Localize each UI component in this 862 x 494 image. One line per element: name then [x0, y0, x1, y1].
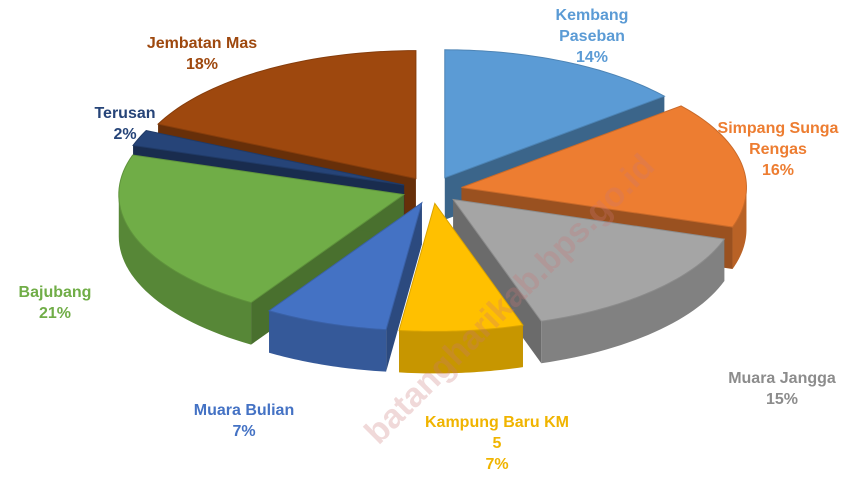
value-label: 7%: [485, 456, 509, 473]
category-label: Jembatan Mas: [146, 35, 258, 52]
category-label: Bajubang: [18, 284, 92, 301]
category-label: Simpang Sunga Rengas: [717, 120, 839, 158]
value-label: 18%: [185, 56, 219, 73]
pie-slice: [444, 49, 666, 179]
category-label: Terusan: [94, 105, 156, 122]
data-label: Jembatan Mas 18%: [122, 33, 282, 75]
pie-slice: [461, 105, 747, 228]
data-label: Muara Bulian 7%: [164, 400, 324, 442]
value-label: 7%: [232, 423, 256, 440]
data-label: Bajubang 21%: [5, 282, 105, 324]
data-label: Kembang Paseban 14%: [542, 5, 642, 68]
pie-slice: [156, 50, 417, 180]
data-label: Terusan 2%: [75, 103, 175, 145]
data-label: Muara Jangga 15%: [702, 368, 862, 410]
value-label: 14%: [575, 49, 609, 66]
pie-slice: [398, 202, 524, 332]
value-label: 2%: [113, 126, 137, 143]
category-label: Muara Bulian: [193, 402, 295, 419]
pie-slice: [132, 129, 405, 186]
value-label: 16%: [761, 162, 795, 179]
category-label: Muara Jangga: [728, 370, 836, 387]
data-label: Kampung Baru KM 5 7%: [422, 412, 572, 475]
category-label: Kembang Paseban: [555, 7, 629, 45]
slice-outer-side: [399, 325, 523, 374]
slice-tops: [118, 49, 747, 332]
pie-slice: [118, 154, 406, 304]
slice-outer-side: [269, 310, 387, 372]
slice-outer-side: [541, 239, 725, 364]
pie-slice: [267, 201, 423, 331]
category-label: Kampung Baru KM 5: [425, 414, 569, 452]
slice-outer-side: [118, 194, 252, 345]
value-label: 15%: [765, 391, 799, 408]
value-label: 21%: [38, 305, 72, 322]
pie-slice: [452, 198, 726, 322]
data-label: Simpang Sunga Rengas 16%: [693, 118, 862, 181]
